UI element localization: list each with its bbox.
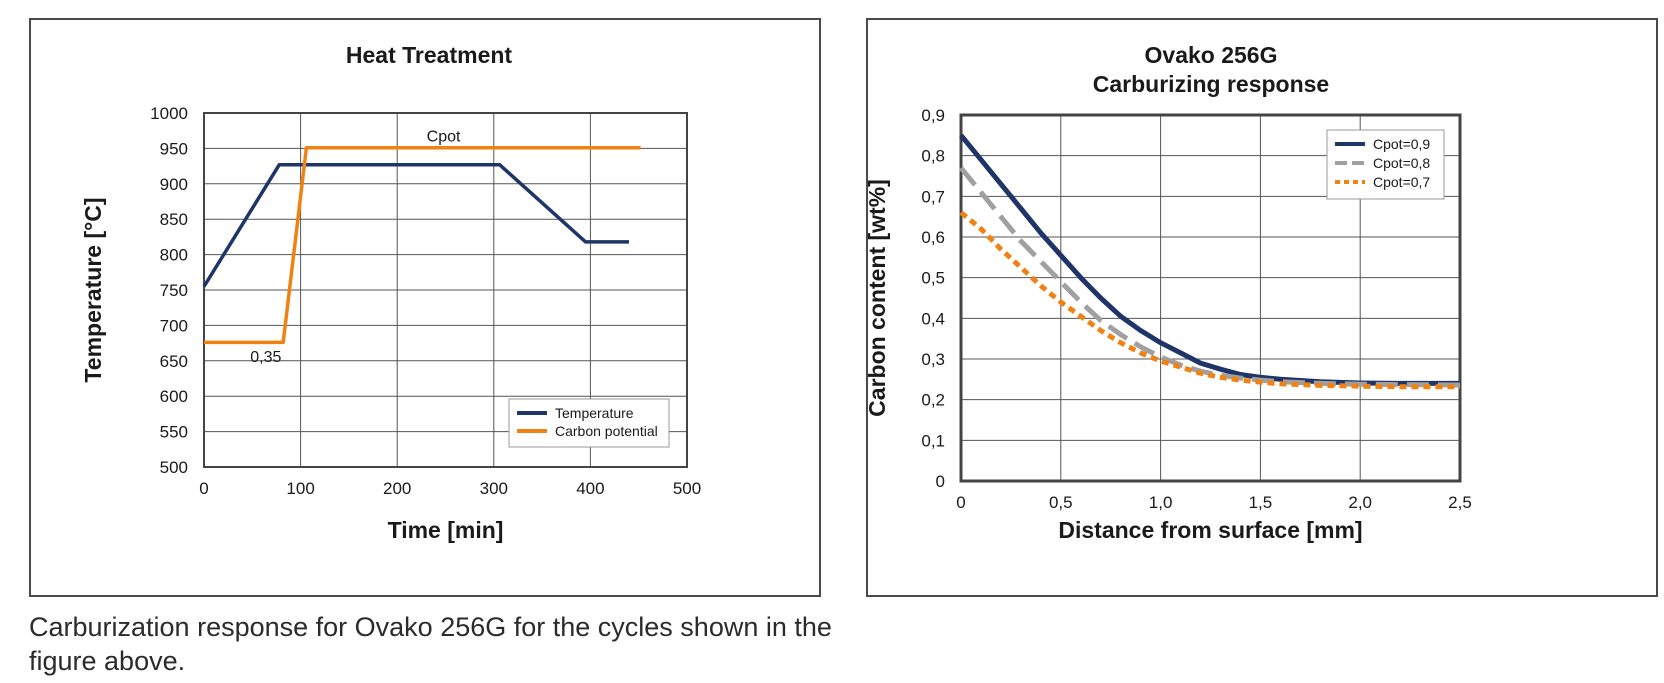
legend-label: Cpot=0,7 [1373, 174, 1430, 190]
y-tick-label: 500 [160, 458, 188, 477]
x-tick-label: 2,0 [1348, 493, 1372, 512]
y-tick-label: 550 [160, 423, 188, 442]
y-tick-label: 0,2 [921, 391, 945, 410]
plot-area-frame [959, 113, 1462, 483]
figure-caption: Carburization response for Ovako 256G fo… [29, 612, 832, 676]
y-tick-label: 700 [160, 316, 188, 335]
x-tick-label: 2,5 [1448, 493, 1472, 512]
y-tick-label: 0,5 [921, 269, 945, 288]
heat-treatment-chart-svg: Heat Treatment 0 100 200 300 400 500 500 550 600 6… [80, 42, 701, 543]
y-tick-label: 1000 [150, 104, 188, 123]
x-tick-label: 1,5 [1249, 493, 1273, 512]
y-tick-label: 750 [160, 281, 188, 300]
y-tick-label: 0,4 [921, 309, 945, 328]
annotation-label: Cpot [427, 128, 461, 145]
series-line [959, 166, 1461, 388]
x-tick-label: 400 [576, 479, 604, 498]
annotation-label: 0,35 [250, 349, 281, 366]
legend-label: Temperature [555, 405, 634, 421]
series-line [204, 145, 641, 345]
legend-box [508, 398, 670, 448]
y-tick-label: 950 [160, 139, 188, 158]
y-axis-label: Carbon content [wt%] [868, 179, 890, 417]
y-tick-label: 0,1 [921, 431, 945, 450]
x-tick-label: 100 [286, 479, 314, 498]
series-line [959, 210, 1460, 390]
legend-label: Cpot=0,8 [1373, 155, 1430, 171]
carburizing-response-chart: Ovako 256G Carburizing response 0 0,5 1,0 1,5… [866, 18, 1658, 597]
series-line [202, 162, 629, 288]
x-tick-label: 1,0 [1149, 493, 1173, 512]
legend-label: Carbon potential [555, 423, 658, 439]
y-tick-label: 0,7 [921, 187, 945, 206]
heat-treatment-chart: Heat Treatment 0 100 200 300 400 500 500 550 600 6… [29, 18, 821, 597]
y-tick-label: 0,9 [921, 106, 945, 125]
chart-title: Heat Treatment [346, 42, 513, 68]
y-tick-label: 850 [160, 210, 188, 229]
y-axis-label: Temperature [°C] [80, 197, 106, 382]
y-tick-label: 800 [160, 246, 188, 265]
y-tick-label: 0,8 [921, 147, 945, 166]
x-tick-label: 200 [383, 479, 411, 498]
legend-label: Cpot=0,9 [1373, 136, 1430, 152]
y-tick-label: 650 [160, 352, 188, 371]
carburizing-response-chart-svg: Ovako 256G Carburizing response 0 0,5 1,0 1,5… [868, 42, 1472, 543]
x-tick-label: 0 [956, 493, 965, 512]
y-tick-label: 900 [160, 175, 188, 194]
y-tick-label: 0,3 [921, 350, 945, 369]
chart-subtitle: Carburizing response [1093, 71, 1329, 97]
y-tick-label: 0,6 [921, 228, 945, 247]
plot-area-frame [203, 112, 688, 468]
x-axis-label: Time [min] [388, 517, 504, 543]
chart-title: Ovako 256G [1145, 42, 1278, 68]
y-tick-label: 600 [160, 387, 188, 406]
y-tick-label: 0 [936, 472, 945, 491]
x-axis-label: Distance from surface [mm] [1058, 517, 1362, 543]
x-tick-label: 0,5 [1049, 493, 1073, 512]
x-tick-label: 0 [199, 479, 208, 498]
x-tick-label: 500 [673, 479, 701, 498]
series-line [959, 133, 1460, 386]
x-tick-label: 300 [480, 479, 508, 498]
